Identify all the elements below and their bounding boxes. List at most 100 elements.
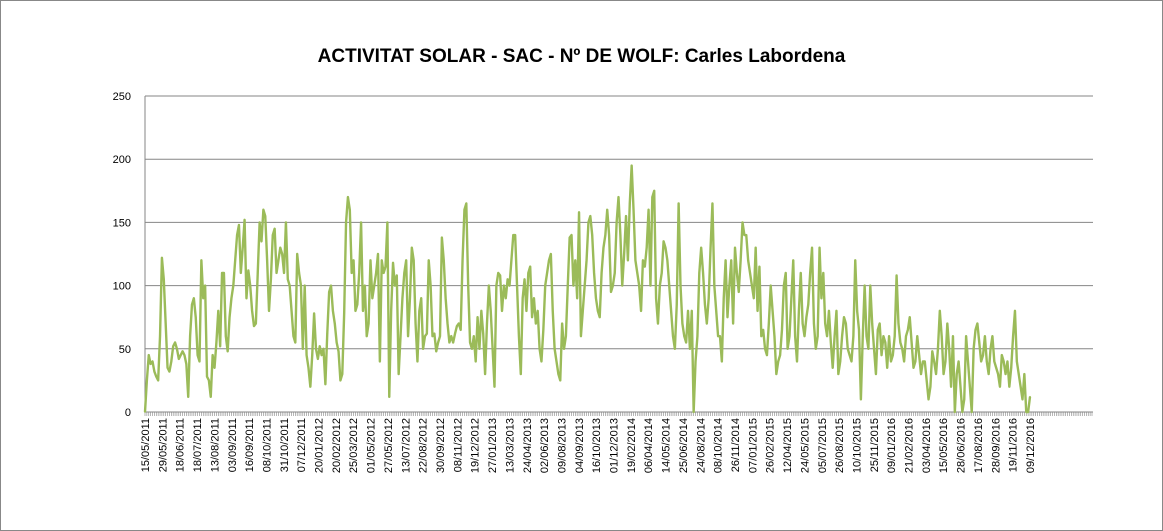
data-point [523,278,526,281]
data-point [871,322,874,325]
data-point [191,303,193,306]
data-point [950,385,952,388]
data-point [935,373,937,375]
data-point [598,316,601,319]
data-point [519,373,522,375]
data-point [861,335,864,338]
data-point [482,332,485,335]
data-point [940,335,943,338]
data-point [779,354,781,357]
data-point [997,373,999,375]
y-axis: 0 50 100 150 200 250 [113,91,146,419]
data-point [416,360,419,363]
data-point [407,335,409,338]
data-point [632,208,635,211]
data-point [985,360,988,363]
data-point [818,246,821,249]
data-point [709,246,712,249]
x-tick-label: 28/09/2016 [990,418,1002,473]
data-point [168,370,171,373]
data-point [448,341,451,344]
data-point [440,236,443,239]
data-point [238,224,240,226]
data-point [929,385,932,388]
data-point [888,335,890,338]
data-point [187,395,190,398]
data-point [386,221,389,224]
data-point [316,358,319,360]
x-tick-label: 10/10/2015 [851,418,863,473]
data-point [773,335,776,338]
data-point [525,309,528,312]
data-point [563,347,565,350]
data-point [689,347,691,350]
data-point [251,309,254,312]
data-point [705,322,708,325]
data-point [508,284,511,287]
data-point [369,259,372,262]
data-point [362,309,364,312]
data-point [574,259,577,262]
x-tick-label: 15/05/2016 [938,418,950,473]
x-tick-label: 08/10/2011 [261,418,273,472]
data-point [876,328,879,331]
x-tick-label: 29/05/2011 [157,418,169,472]
data-point [933,360,936,363]
data-point [719,335,721,338]
data-point [309,385,312,388]
x-tick-label: 18/07/2011 [192,418,204,472]
data-point [749,272,751,274]
data-point [164,322,167,325]
data-point [189,335,192,338]
data-point [174,341,176,344]
data-point [952,335,954,338]
data-point [920,373,922,375]
data-point [803,335,806,338]
data-point [561,322,564,325]
data-point [433,332,436,335]
data-point [300,284,302,287]
data-point [395,274,398,277]
data-point [769,284,772,287]
x-tick-label: 27/05/2012 [383,418,395,473]
data-point [595,297,597,300]
data-point [465,202,468,205]
data-point [741,221,744,224]
x-tick-label: 14/05/2014 [661,418,673,473]
data-point [848,354,851,357]
data-point [144,411,146,413]
x-tick-label: 02/06/2013 [539,418,551,473]
x-tick-label: 09/12/2016 [1025,418,1037,473]
data-point [382,272,385,274]
data-point [277,259,280,262]
data-point [476,316,479,319]
data-point [664,246,667,249]
data-point [347,196,349,199]
data-point [497,272,500,274]
data-point [852,335,855,338]
data-point [617,196,620,199]
data-point [183,354,186,357]
data-point [627,259,629,262]
data-point [587,221,590,224]
x-tick-label: 07/12/2011 [296,418,308,472]
data-point [856,309,859,312]
data-point [461,259,464,262]
data-point [606,208,609,211]
data-point [728,284,731,287]
data-point [1021,398,1024,401]
data-point [640,309,642,312]
data-point [1004,373,1007,375]
data-point [782,284,785,287]
data-point [908,316,911,319]
data-point [159,335,161,338]
data-point [345,221,347,224]
data-point [585,259,588,262]
data-point [685,341,688,344]
data-point [335,341,338,344]
data-point [1017,373,1020,375]
data-point [670,309,673,312]
data-point [559,379,562,382]
data-point [788,335,791,338]
data-point [1002,360,1005,363]
